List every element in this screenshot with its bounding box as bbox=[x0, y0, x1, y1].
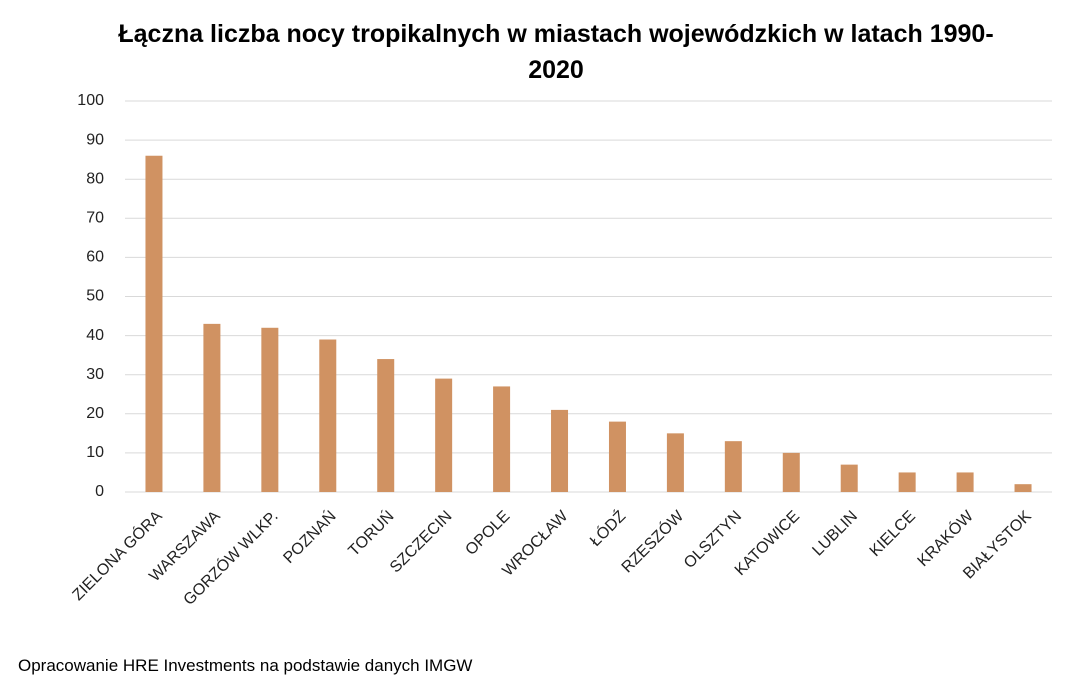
bar bbox=[319, 339, 337, 492]
y-tick-label: 50 bbox=[86, 288, 104, 305]
y-tick-label: 30 bbox=[86, 366, 104, 383]
bar bbox=[666, 433, 684, 492]
y-tick-label: 100 bbox=[77, 92, 104, 109]
bar bbox=[377, 359, 395, 492]
bar bbox=[203, 323, 221, 492]
x-tick-label: ŁÓDŹ bbox=[586, 506, 630, 550]
chart-title: Łączna liczba nocy tropikalnych w miasta… bbox=[118, 20, 994, 84]
y-tick-label: 0 bbox=[95, 483, 104, 500]
source-note: Opracowanie HRE Investments na podstawie… bbox=[18, 656, 473, 675]
x-tick-label: ZIELONA GÓRA bbox=[68, 506, 166, 604]
x-tick-label: GORZÓW WLKP. bbox=[179, 506, 281, 608]
y-tick-label: 20 bbox=[86, 405, 104, 422]
x-tick-label: POZNAŃ bbox=[279, 506, 340, 567]
y-tick-label: 80 bbox=[86, 170, 104, 187]
bar bbox=[435, 378, 453, 492]
bar bbox=[551, 409, 569, 492]
x-tick-label: TORUŃ bbox=[344, 506, 397, 559]
x-tick-label: KRAKÓW bbox=[913, 506, 977, 570]
x-tick-label: KIELCE bbox=[867, 508, 919, 560]
bar bbox=[493, 386, 511, 492]
x-tick-label: OPOLE bbox=[462, 508, 513, 559]
y-tick-label: 60 bbox=[86, 249, 104, 266]
y-tick-label: 40 bbox=[86, 327, 104, 344]
x-tick-label: RZESZÓW bbox=[617, 506, 688, 577]
y-tick-label: 90 bbox=[86, 131, 104, 148]
bar bbox=[145, 155, 163, 493]
bar bbox=[898, 472, 916, 492]
bar bbox=[840, 464, 858, 492]
y-tick-label: 10 bbox=[86, 444, 104, 461]
y-tick-label: 70 bbox=[86, 210, 104, 227]
x-tick-label: SZCZECIN bbox=[387, 508, 456, 577]
x-tick-label: LUBLIN bbox=[809, 508, 861, 560]
bar bbox=[724, 441, 742, 492]
bar bbox=[956, 472, 974, 492]
bar bbox=[261, 327, 279, 492]
bar bbox=[782, 452, 800, 492]
bar bbox=[608, 421, 626, 492]
bar bbox=[1014, 484, 1032, 492]
